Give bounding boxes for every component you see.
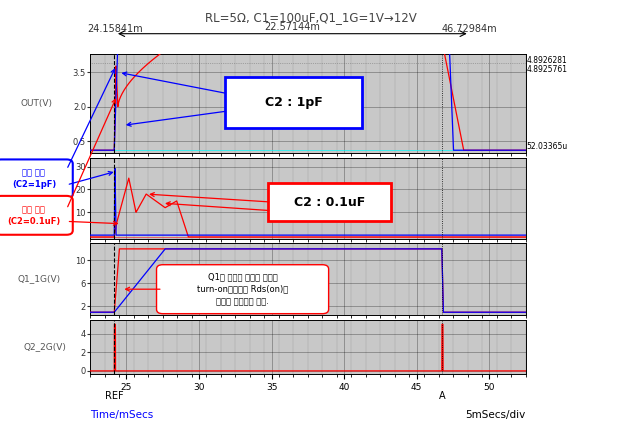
Y-axis label: OUT(V): OUT(V) <box>21 99 53 108</box>
Y-axis label: Id(A): Id(A) <box>29 194 50 203</box>
Text: 22.57144m: 22.57144m <box>264 22 320 32</box>
Text: 돌입 전류
(C2=0.1uF): 돌입 전류 (C2=0.1uF) <box>7 205 60 226</box>
Y-axis label: Q1_1G(V): Q1_1G(V) <box>18 275 61 284</box>
Text: C2 : 0.1uF: C2 : 0.1uF <box>294 196 365 209</box>
Y-axis label: Q2_2G(V): Q2_2G(V) <box>23 342 66 351</box>
Text: 돌입 전류
(C2=1pF): 돌입 전류 (C2=1pF) <box>12 168 56 189</box>
Text: A: A <box>439 391 445 401</box>
Text: 5mSecs/div: 5mSecs/div <box>465 410 526 419</box>
Text: 46.72984m: 46.72984m <box>442 24 498 34</box>
Text: C2 : 1pF: C2 : 1pF <box>264 96 322 109</box>
Text: 52.03365u: 52.03365u <box>527 142 568 151</box>
Text: 24.15841m: 24.15841m <box>87 24 143 34</box>
Text: Time/mSecs: Time/mSecs <box>90 410 154 419</box>
Text: RL=5Ω, C1=100uF,Q1_1G=1V→12V: RL=5Ω, C1=100uF,Q1_1G=1V→12V <box>205 11 417 24</box>
Text: REF: REF <box>105 391 124 401</box>
Text: 4.8926281: 4.8926281 <box>527 56 568 65</box>
Text: Q1의 게이트 전압을 천천히
turn-on함으로써 Rds(on)을
천천히 작아지게 한다.: Q1의 게이트 전압을 천천히 turn-on함으로써 Rds(on)을 천천히… <box>197 272 288 306</box>
Text: 4.8925761: 4.8925761 <box>527 65 568 74</box>
